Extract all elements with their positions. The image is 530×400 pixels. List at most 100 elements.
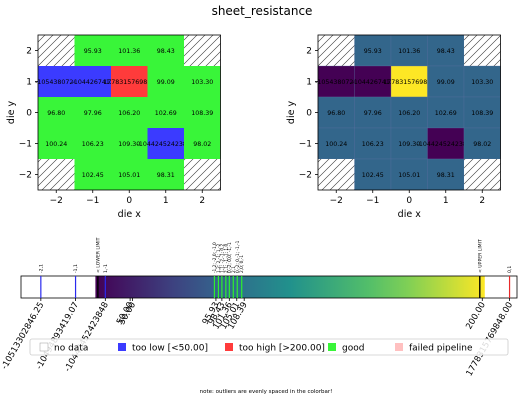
- cell-label: 103.30: [471, 79, 493, 86]
- good-value-label: 1,2; 2,-1; 1,-2: [216, 244, 222, 273]
- cell-label: 106.23: [362, 141, 384, 148]
- legend-swatch: [39, 342, 49, 352]
- heat-cell: [74, 128, 111, 159]
- legend-label: too low [<50.00]: [132, 344, 208, 354]
- y-tick-label: 1: [26, 78, 32, 88]
- cell-label: 98.31: [437, 172, 455, 179]
- x-tick-label: 2: [479, 196, 485, 206]
- heat-cell: [184, 35, 221, 66]
- heat-cell: [464, 35, 501, 66]
- x-tick-label: −2: [50, 196, 63, 206]
- heat-cell: [147, 128, 184, 159]
- x-axis-label: die x: [398, 209, 422, 220]
- y-tick-label: −1: [19, 140, 32, 150]
- low-outlier-label: 1,-1: [103, 264, 109, 273]
- legend-label: too high [>200.00]: [239, 344, 325, 354]
- colorbar-gradient: [95, 276, 485, 298]
- legend-swatch: [225, 343, 233, 351]
- heat-cell: [111, 35, 148, 66]
- heat-cell: [38, 159, 75, 190]
- heat-cell: [427, 127, 465, 160]
- heat-cell: [318, 159, 355, 190]
- good-value-label: 2,0; 0,-1: [239, 255, 245, 273]
- cell-label: -1054380726: [35, 79, 77, 86]
- heat-cell: [111, 97, 148, 128]
- x-tick-label: −1: [366, 196, 379, 206]
- legend-box: [29, 338, 509, 356]
- heat-cell: [354, 158, 392, 191]
- heat-cell: [427, 65, 465, 98]
- heat-cell: [111, 66, 148, 97]
- y-tick-label: −1: [299, 140, 312, 150]
- cell-label: 1778315769848: [383, 79, 435, 86]
- y-tick-label: 1: [306, 78, 312, 88]
- legend-label: good: [342, 344, 364, 354]
- cell-label: -1044267412: [72, 79, 114, 86]
- cell-label: -10442452423848: [137, 141, 195, 148]
- x-tick-label: 0: [406, 196, 412, 206]
- y-axis-label: die y: [6, 101, 17, 125]
- colorbar-tick-label: 200.00: [464, 301, 488, 332]
- heat-cell: [354, 65, 392, 98]
- good-value-label: 0,-2; 0,-1; -1,-1: [235, 240, 241, 273]
- heat-cell: [147, 35, 184, 66]
- y-axis-label: die y: [286, 101, 297, 125]
- lower-limit-label: < LOWER LIMIT: [95, 237, 101, 273]
- legend-swatch: [395, 343, 403, 351]
- legend-swatch: [328, 343, 336, 351]
- x-tick-label: 1: [443, 196, 449, 206]
- cell-label: 96.80: [47, 110, 65, 117]
- cell-label: 98.02: [193, 141, 211, 148]
- heat-cell: [74, 35, 111, 66]
- heat-cell: [318, 35, 355, 66]
- colorbar-frame: [20, 275, 518, 299]
- cell-label: 103.30: [191, 79, 213, 86]
- good-value-label: 0,-2; 0,0; -1,-1: [227, 242, 233, 273]
- high-outlier-label: 0,1: [507, 266, 513, 273]
- good-value-label: 2,1; -1,-1; 1,0: [223, 244, 229, 273]
- cell-label: 106.20: [118, 110, 140, 117]
- legend-swatch: [118, 343, 126, 351]
- heat-cell: [38, 35, 75, 66]
- heat-cell: [463, 96, 501, 129]
- cell-label: 102.69: [155, 110, 177, 117]
- cell-label: 99.09: [437, 79, 455, 86]
- cell-label: 106.23: [82, 141, 104, 148]
- heat-cell: [390, 127, 428, 160]
- heat-cell: [317, 96, 355, 129]
- cell-label: 102.45: [362, 172, 384, 179]
- upper-limit-label: < UPPER LIMIT: [477, 239, 483, 273]
- cell-label: 100.24: [45, 141, 67, 148]
- legend-label: no data: [54, 344, 88, 354]
- heat-cell: [74, 66, 111, 97]
- heat-cell: [184, 128, 221, 159]
- cell-label: 109.30: [118, 141, 140, 148]
- cell-label: 105.01: [398, 172, 420, 179]
- cell-label: 102.45: [82, 172, 104, 179]
- cell-label: 95.93: [364, 48, 382, 55]
- heat-cell: [463, 65, 501, 98]
- heat-cell: [147, 66, 184, 97]
- colorbar: < LOWER LIMIT < UPPER LIMIT -2,1 -1,1 1,-1 0,…: [0, 237, 518, 378]
- y-tick-label: 0: [306, 109, 312, 119]
- heat-cell: [354, 34, 392, 67]
- good-value-label: -1,2; -2,0; -1,0: [212, 242, 218, 273]
- cell-label: 1778315769848: [103, 79, 155, 86]
- cell-label: 101.36: [118, 48, 140, 55]
- cell-label: 102.69: [435, 110, 457, 117]
- heat-cell: [147, 159, 184, 190]
- heat-cell: [184, 66, 221, 97]
- cell-label: 100.24: [325, 141, 347, 148]
- cell-label: 106.20: [398, 110, 420, 117]
- heat-cell: [74, 159, 111, 190]
- y-tick-label: 2: [306, 47, 312, 57]
- cell-label: 108.39: [191, 110, 213, 117]
- heatmap-category: 95.93 101.36 98.43 -1054380726-104426741217…: [6, 34, 221, 220]
- legend-label: failed pipeline: [409, 344, 473, 354]
- heat-cell: [111, 159, 148, 190]
- heat-cell: [463, 127, 501, 160]
- cell-label: 101.36: [398, 48, 420, 55]
- heatmap-viridis: 95.93 101.36 98.43 -1054380726-104426741217…: [286, 34, 501, 220]
- x-tick-label: 1: [163, 196, 169, 206]
- cell-label: -1054380726: [315, 79, 357, 86]
